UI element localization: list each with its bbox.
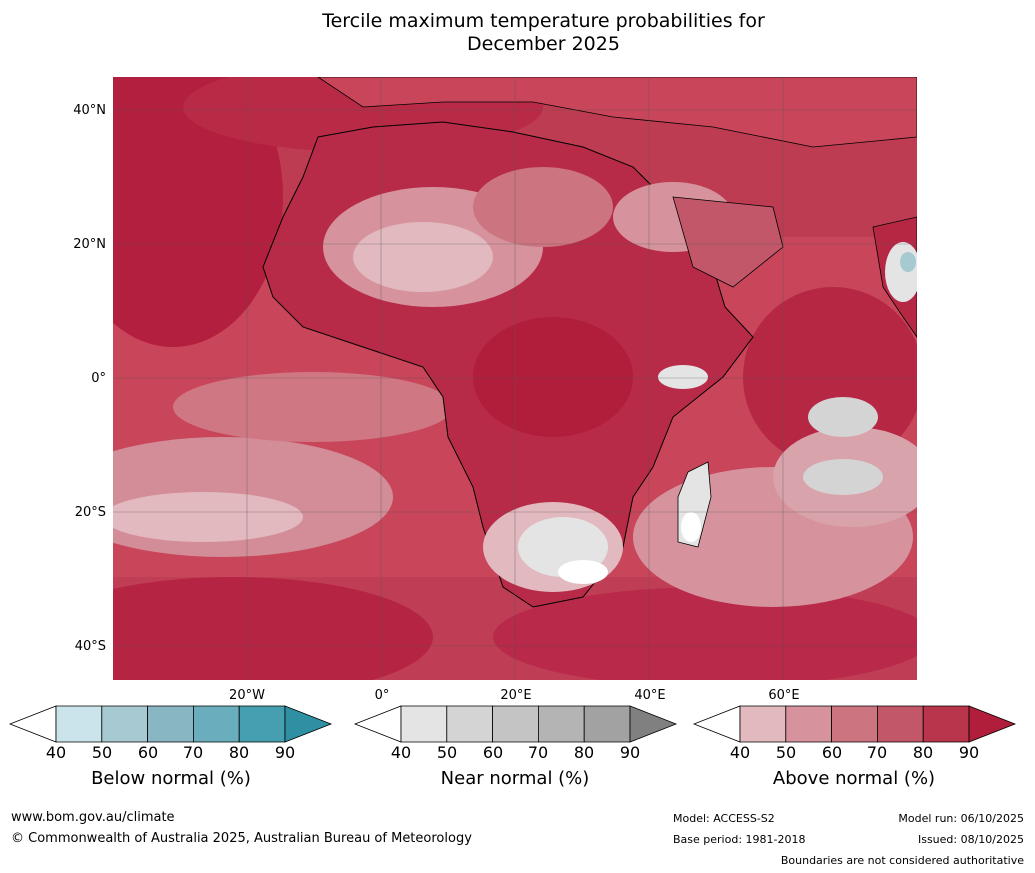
chart-title-line1: Tercile maximum temperature probabilitie… [322,10,765,32]
colorbar-extend-high [629,705,678,743]
lat-label-40s: 40°S [74,639,106,654]
colorbar-segment-2 [101,705,148,743]
colorbar-extend-high [968,705,1017,743]
above-tick-70: 70 [866,743,888,762]
lon-label-60e: 60°E [768,688,800,703]
near-normal-colorbar [353,705,678,743]
colorbar-segment-2 [785,705,832,743]
colorbar-segment-1 [55,705,103,743]
colorbar-segment-5 [238,705,286,743]
colorbar-segment-1 [739,705,787,743]
below-tick-50: 50 [91,743,113,762]
colorbar-segment-4 [538,705,585,743]
above-tick-50: 50 [775,743,797,762]
above-tick-40: 40 [729,743,751,762]
near-normal-title: Near normal (%) [440,768,590,789]
colorbar-segment-4 [193,705,240,743]
colorbar-segment-5 [922,705,970,743]
colorbar-extend-low [692,705,741,743]
colorbar-segment-5 [583,705,631,743]
above-normal-colorbar-graphic [692,705,1017,743]
copyright-text: © Commonwealth of Australia 2025, Austra… [11,831,472,846]
lat-label-0: 0° [91,371,106,386]
colorbar-segment-1 [400,705,448,743]
lon-label-40e: 40°E [634,688,666,703]
colorbar-segment-3 [147,705,194,743]
below-tick-60: 60 [137,743,159,762]
lon-label-0: 0° [374,688,390,703]
near-tick-60: 60 [482,743,504,762]
below-tick-80: 80 [228,743,250,762]
colorbar-extend-low [8,705,57,743]
near-tick-90: 90 [619,743,641,762]
below-normal-colorbar [8,705,333,743]
chart-title-line2: December 2025 [467,33,620,55]
model-run-text: Model run: 06/10/2025 [898,812,1024,825]
africa-map-icon [113,77,917,680]
lon-label-20e: 20°E [500,688,532,703]
near-tick-40: 40 [390,743,412,762]
below-tick-70: 70 [182,743,204,762]
near-tick-50: 50 [436,743,458,762]
base-period-text: Base period: 1981-2018 [673,833,806,846]
above-normal-title: Above normal (%) [772,768,936,789]
colorbar-extend-low [353,705,402,743]
probability-map [113,77,917,680]
below-normal-title: Below normal (%) [91,768,251,789]
lat-label-20s: 20°S [74,505,106,520]
above-tick-80: 80 [912,743,934,762]
near-tick-80: 80 [573,743,595,762]
colorbar-segment-2 [446,705,493,743]
model-text: Model: ACCESS-S2 [673,812,775,825]
above-normal-colorbar [692,705,1017,743]
below-tick-40: 40 [45,743,67,762]
below-normal-colorbar-graphic [8,705,333,743]
lon-label-20w: 20°W [229,688,265,703]
colorbar-extend-high [284,705,333,743]
near-tick-70: 70 [527,743,549,762]
above-tick-60: 60 [821,743,843,762]
above-tick-90: 90 [958,743,980,762]
lat-label-40n: 40°N [73,103,106,118]
colorbar-segment-3 [492,705,539,743]
disclaimer-text: Boundaries are not considered authoritat… [780,854,1024,867]
below-tick-90: 90 [274,743,296,762]
chart-title: Tercile maximum temperature probabilitie… [0,10,1035,56]
issued-text: Issued: 08/10/2025 [917,833,1024,846]
near-normal-colorbar-graphic [353,705,678,743]
colorbar-segment-3 [831,705,878,743]
website-link[interactable]: www.bom.gov.au/climate [11,810,175,825]
lat-label-20n: 20°N [73,237,106,252]
colorbar-segment-4 [877,705,924,743]
